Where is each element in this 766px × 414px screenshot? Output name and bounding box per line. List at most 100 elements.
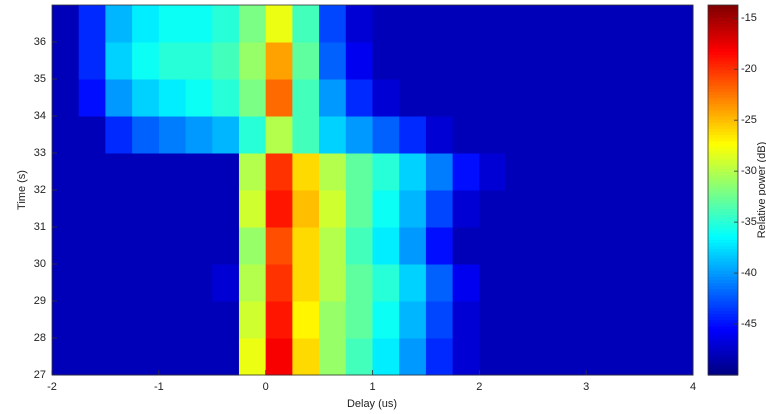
heatmap-cell (559, 338, 587, 376)
heatmap-cell (238, 190, 267, 228)
heatmap-cell (158, 190, 187, 228)
colorbar-swatch (708, 304, 738, 308)
heatmap-cell (132, 227, 160, 265)
heatmap-cell (532, 227, 560, 265)
heatmap-cell (265, 5, 293, 43)
colorbar-swatch (708, 79, 738, 83)
heatmap-cell (372, 264, 400, 302)
colorbar-swatch (708, 5, 738, 9)
heatmap-cell (132, 338, 160, 376)
heatmap-cell (586, 5, 614, 43)
heatmap-cell (132, 301, 160, 339)
colorbar-swatch (708, 112, 738, 117)
colorbar-swatch (708, 38, 738, 43)
x-axis-label: Delay (us) (347, 398, 397, 410)
heatmap-cell (399, 42, 427, 80)
y-axis-label: Time (s) (16, 170, 28, 210)
heatmap-cell (612, 227, 641, 265)
colorbar-swatch (708, 220, 738, 225)
heatmap-cell (345, 79, 373, 117)
heatmap-cell (158, 42, 187, 80)
colorbar-swatch (708, 248, 738, 253)
colorbar-swatch (708, 230, 738, 234)
colorbar-swatch (708, 134, 738, 139)
heatmap-cell (612, 338, 641, 376)
colorbar-swatch (708, 288, 738, 293)
heatmap-cell (78, 79, 106, 117)
heatmap-cell (399, 338, 427, 376)
y-tick-label: 34 (34, 110, 46, 122)
colorbar-swatch (708, 131, 738, 136)
heatmap-cell (52, 264, 80, 302)
heatmap-cell (425, 301, 454, 339)
heatmap-cell (105, 338, 133, 376)
heatmap-cell (319, 79, 347, 117)
heatmap-cell (292, 116, 320, 154)
heatmap-cell (212, 116, 240, 154)
colorbar-swatch (708, 233, 738, 237)
heatmap-cell (52, 42, 80, 80)
colorbar-swatch (708, 365, 738, 370)
heatmap-cell (132, 42, 160, 80)
colorbar-swatch (708, 143, 738, 148)
heatmap-cell (586, 227, 614, 265)
heatmap-cell (666, 79, 694, 117)
heatmap-cell (425, 153, 454, 191)
colorbar-swatch (708, 153, 738, 157)
heatmap-cell (399, 264, 427, 302)
colorbar-tick-label: -20 (741, 63, 757, 75)
colorbar-swatch (708, 69, 738, 74)
colorbar-swatch (708, 48, 738, 52)
heatmap-cell (185, 338, 213, 376)
heatmap-cell (185, 264, 213, 302)
y-tick-label: 28 (34, 332, 46, 344)
heatmap-cell (105, 264, 133, 302)
heatmap-cell (158, 301, 187, 339)
colorbar-swatch (708, 137, 738, 142)
colorbar-swatch (708, 322, 738, 327)
x-tick-label: 4 (690, 381, 696, 393)
heatmap-cell (559, 5, 587, 43)
heatmap-cell (532, 264, 560, 302)
x-tick-label: 1 (369, 381, 375, 393)
heatmap-cell (506, 153, 534, 191)
heatmap-cell (612, 264, 641, 302)
colorbar-swatch (708, 202, 738, 207)
heatmap-cell (238, 338, 267, 376)
colorbar-swatch (708, 109, 738, 114)
heatmap-cell (532, 79, 560, 117)
colorbar-swatch (708, 119, 738, 123)
colorbar-swatch (708, 183, 738, 188)
colorbar-swatch (708, 146, 738, 151)
heatmap-cell (506, 264, 534, 302)
heatmap-cell (479, 116, 507, 154)
colorbar-swatch (708, 257, 738, 262)
heatmap-cell (345, 116, 373, 154)
colorbar-swatch (708, 75, 738, 80)
heatmap-cell (345, 42, 373, 80)
heatmap-cell (52, 116, 80, 154)
y-tick-label: 31 (34, 221, 46, 233)
heatmap-cell (319, 301, 347, 339)
heatmap-cell (265, 79, 293, 117)
colorbar-swatch (708, 319, 738, 324)
colorbar-swatch (708, 177, 738, 182)
colorbar-swatch (708, 338, 738, 342)
heatmap-cell (506, 116, 534, 154)
y-tick-label: 27 (34, 369, 46, 381)
colorbar-swatch (708, 341, 738, 345)
colorbar-swatch (708, 242, 738, 247)
heatmap-cell (586, 153, 614, 191)
heatmap-cell (425, 116, 454, 154)
heatmap-cell (238, 227, 267, 265)
heatmap-cell (506, 190, 534, 228)
colorbar-swatch (708, 328, 738, 333)
colorbar-frame (707, 4, 739, 376)
heatmap-cell (132, 264, 160, 302)
heatmap-cell (265, 338, 293, 376)
heatmap-cell (452, 338, 480, 376)
heatmap-cell (158, 227, 187, 265)
heatmap-cell (425, 264, 454, 302)
heatmap-cell (612, 79, 641, 117)
colorbar (708, 5, 738, 376)
